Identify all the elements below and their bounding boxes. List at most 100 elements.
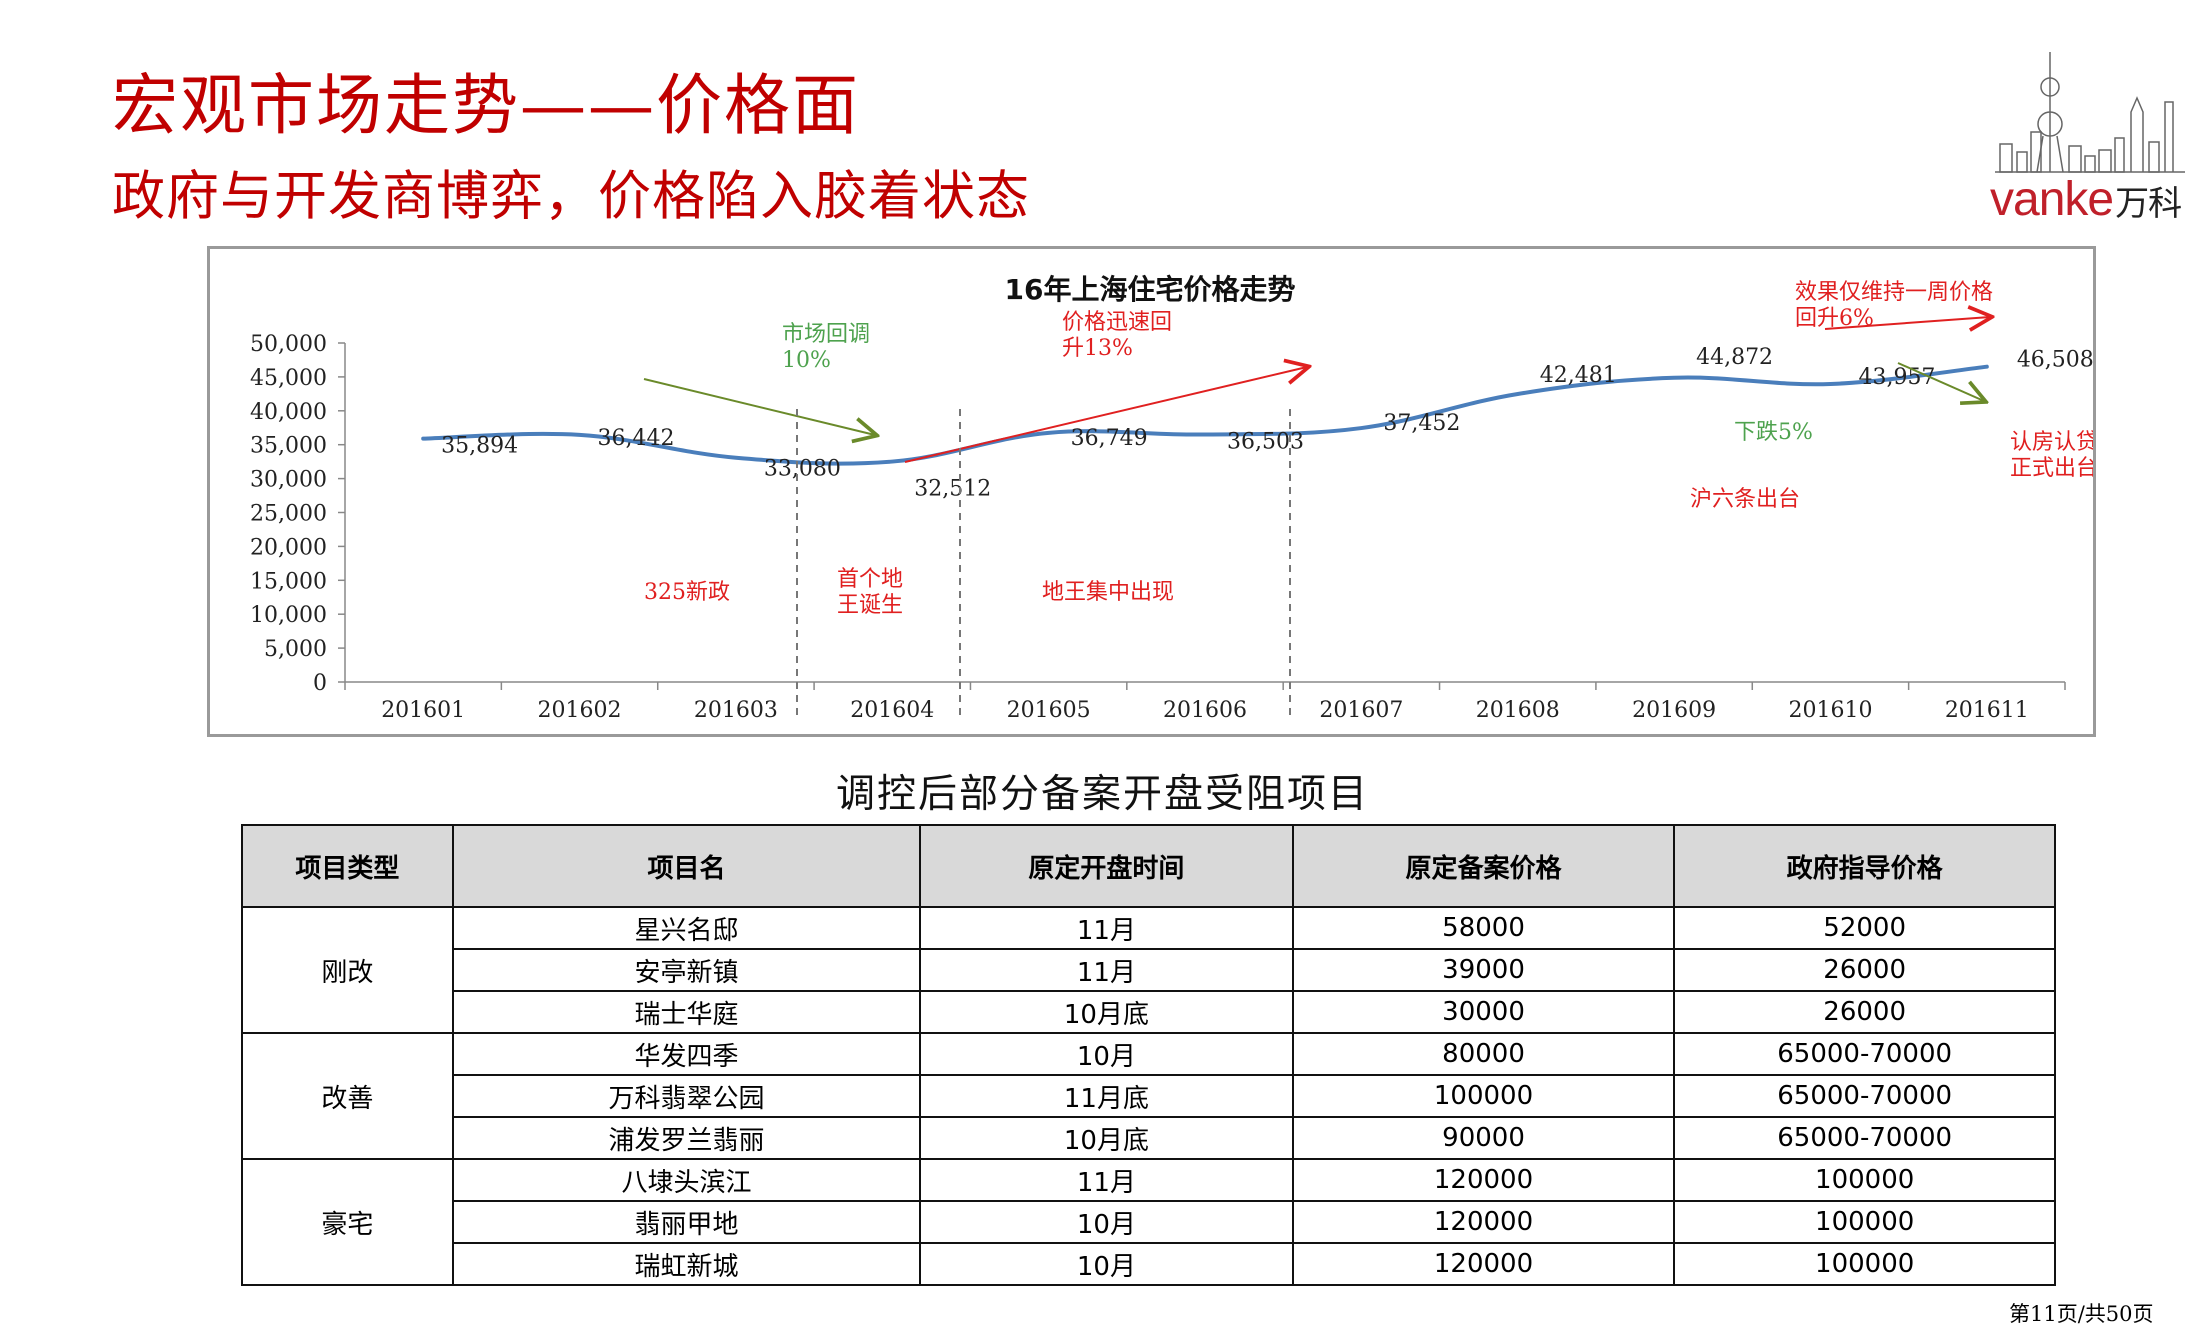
x-tick-label: 201603	[694, 698, 778, 723]
group-type-cell: 改善	[241, 1032, 454, 1160]
open-time-cell: 10月	[919, 1242, 1294, 1286]
data-label: 35,894	[441, 434, 518, 459]
data-label: 44,872	[1696, 345, 1773, 370]
x-tick-label: 201606	[1163, 698, 1247, 723]
annotation-market-adjust: 市场回调	[782, 322, 870, 347]
header-guide-price: 政府指导价格	[1673, 824, 2056, 908]
annotation-policy-325: 325新政	[644, 580, 730, 605]
annotation-first-landking: 王诞生	[837, 593, 903, 618]
guide-price-cell: 100000	[1673, 1242, 2056, 1286]
filed-price-cell: 30000	[1291, 990, 1676, 1034]
market-adjust-arrow	[643, 378, 875, 435]
skyline-logo-icon	[1995, 52, 2185, 173]
slide-title: 宏观市场走势——价格面	[112, 67, 860, 144]
blocked-projects-table: 项目类型 项目名 原定开盘时间 原定备案价格 政府指导价格 刚改 星兴名邸 11…	[241, 824, 2056, 1286]
y-tick-label: 5,000	[264, 637, 327, 662]
x-tick-label: 201601	[381, 698, 465, 723]
y-tick-label: 0	[313, 671, 327, 696]
project-name-cell: 八埭头滨江	[451, 1158, 922, 1202]
open-time-cell: 10月	[919, 1032, 1294, 1076]
table-row: 刚改 星兴名邸 11月 58000 52000	[241, 906, 2056, 1034]
project-name-cell: 华发四季	[451, 1032, 922, 1076]
annotation-hu-six: 沪六条出台	[1690, 487, 1800, 512]
data-label: 42,481	[1540, 363, 1617, 388]
filed-price-cell: 120000	[1291, 1242, 1676, 1286]
y-tick-label: 45,000	[250, 366, 327, 391]
filed-price-cell: 90000	[1291, 1116, 1676, 1160]
guide-price-cell: 52000	[1673, 906, 2056, 950]
project-name-cell: 翡丽甲地	[451, 1200, 922, 1244]
annotation-drop: 下跌5%	[1734, 420, 1813, 445]
rebound-arrow	[1824, 317, 1990, 329]
filed-price-cell: 100000	[1291, 1074, 1676, 1118]
header-filed-price: 原定备案价格	[1291, 824, 1676, 908]
open-time-cell: 10月底	[919, 990, 1294, 1034]
y-tick-label: 30,000	[250, 468, 327, 493]
y-tick-label: 40,000	[250, 400, 327, 425]
y-tick-label: 25,000	[250, 502, 327, 527]
table-row: 豪宅 八埭头滨江 11月 120000 100000	[241, 1158, 2056, 1286]
header-type: 项目类型	[241, 824, 454, 908]
header-open-time: 原定开盘时间	[919, 824, 1294, 908]
guide-price-cell: 100000	[1673, 1200, 2056, 1244]
annotation-recognize-house: 认房认贷	[2010, 430, 2093, 455]
data-label: 33,080	[764, 457, 841, 482]
table-row: 瑞虹新城 10月 120000 100000	[242, 1242, 2056, 1286]
filed-price-cell: 120000	[1291, 1200, 1676, 1244]
price-rise-arrow	[904, 367, 1307, 463]
table-row: 浦发罗兰翡丽 10月底 90000 65000-70000	[242, 1116, 2056, 1160]
x-tick-label: 201609	[1632, 698, 1716, 723]
annotation-effect-week: 回升6%	[1795, 306, 1874, 331]
open-time-cell: 11月	[919, 906, 1294, 950]
y-tick-label: 15,000	[250, 569, 327, 594]
project-name-cell: 瑞虹新城	[451, 1242, 922, 1286]
open-time-cell: 11月	[919, 1158, 1294, 1202]
filed-price-cell: 80000	[1291, 1032, 1676, 1076]
brand-logo: vanke万科	[1990, 172, 2182, 227]
data-label: 36,442	[598, 426, 675, 451]
chart-title: 16年上海住宅价格走势	[1005, 273, 1296, 306]
open-time-cell: 10月	[919, 1200, 1294, 1244]
project-name-cell: 浦发罗兰翡丽	[451, 1116, 922, 1160]
guide-price-cell: 100000	[1673, 1158, 2056, 1202]
filed-price-cell: 39000	[1291, 948, 1676, 992]
filed-price-cell: 120000	[1291, 1158, 1676, 1202]
header-name: 项目名	[451, 824, 922, 908]
table-caption: 调控后部分备案开盘受阻项目	[835, 772, 1369, 817]
project-name-cell: 瑞士华庭	[451, 990, 922, 1034]
brand-name: vanke	[1990, 173, 2114, 226]
guide-price-cell: 26000	[1673, 948, 2056, 992]
data-label: 37,452	[1383, 411, 1460, 436]
table-row: 安亭新镇 11月 39000 26000	[242, 948, 2056, 992]
drop-arrow	[1897, 362, 1984, 401]
annotation-recognize-house: 正式出台	[2010, 456, 2093, 481]
table-row: 瑞士华庭 10月底 30000 26000	[242, 990, 2056, 1034]
table-row: 万科翡翠公园 11月底 100000 65000-70000	[242, 1074, 2056, 1118]
data-label: 46,508	[2017, 348, 2093, 373]
filed-price-cell: 58000	[1291, 906, 1676, 950]
open-time-cell: 11月	[919, 948, 1294, 992]
annotation-price-rise: 价格迅速回	[1062, 310, 1172, 335]
open-time-cell: 11月底	[919, 1074, 1294, 1118]
brand-name-cn: 万科	[2115, 185, 2182, 223]
annotation-price-rise: 升13%	[1062, 336, 1133, 361]
y-tick-label: 10,000	[250, 603, 327, 628]
y-tick-label: 35,000	[250, 434, 327, 459]
x-tick-label: 201607	[1319, 698, 1403, 723]
x-tick-label: 201610	[1788, 698, 1872, 723]
y-tick-label: 20,000	[250, 535, 327, 560]
table-row: 改善 华发四季 10月 80000 65000-70000	[241, 1032, 2056, 1160]
table-row: 翡丽甲地 10月 120000 100000	[242, 1200, 2056, 1244]
guide-price-cell: 65000-70000	[1673, 1116, 2056, 1160]
project-name-cell: 星兴名邸	[451, 906, 922, 950]
x-tick-label: 201608	[1476, 698, 1560, 723]
guide-price-cell: 26000	[1673, 990, 2056, 1034]
table-header-row: 项目类型 项目名 原定开盘时间 原定备案价格 政府指导价格	[241, 824, 2056, 908]
data-label: 36,503	[1227, 430, 1304, 455]
price-trend-chart: 16年上海住宅价格走势 0 5,000 10,000 15,000 20,000 25,00…	[207, 246, 2096, 737]
annotation-effect-week: 效果仅维持一周价格	[1795, 280, 1993, 305]
guide-price-cell: 65000-70000	[1673, 1032, 2056, 1076]
chart-canvas: 16年上海住宅价格走势 0 5,000 10,000 15,000 20,000 25,00…	[250, 273, 2093, 723]
group-type-cell: 刚改	[241, 906, 454, 1034]
x-tick-label: 201604	[850, 698, 934, 723]
